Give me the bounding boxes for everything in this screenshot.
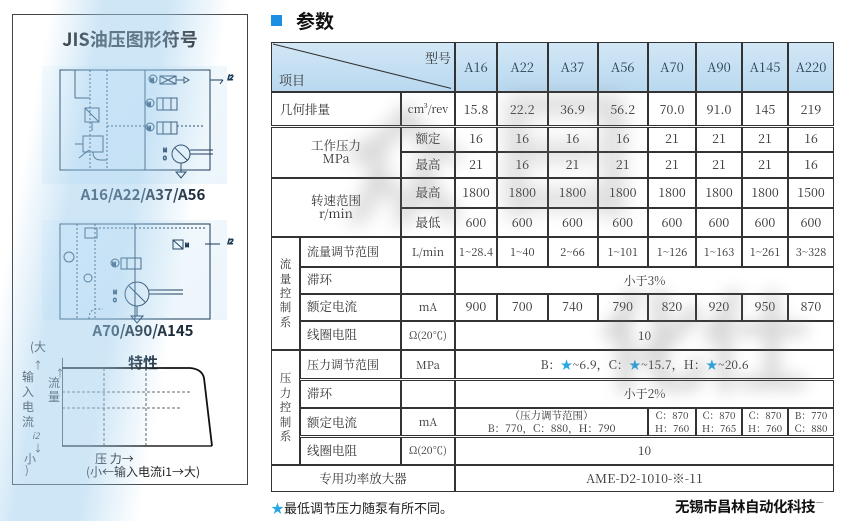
svg-text:M: M <box>150 77 154 84</box>
svg-text:i2: i2 <box>227 237 234 247</box>
svg-text:M: M <box>147 101 151 108</box>
svg-text:O: O <box>163 155 167 162</box>
svg-text:M: M <box>147 125 151 132</box>
svg-text:M: M <box>185 242 189 249</box>
svg-text:O: O <box>113 297 117 304</box>
svg-text:i2: i2 <box>227 73 234 83</box>
svg-text:M: M <box>163 147 167 154</box>
svg-text:M: M <box>112 261 116 268</box>
svg-text:M: M <box>113 289 117 296</box>
